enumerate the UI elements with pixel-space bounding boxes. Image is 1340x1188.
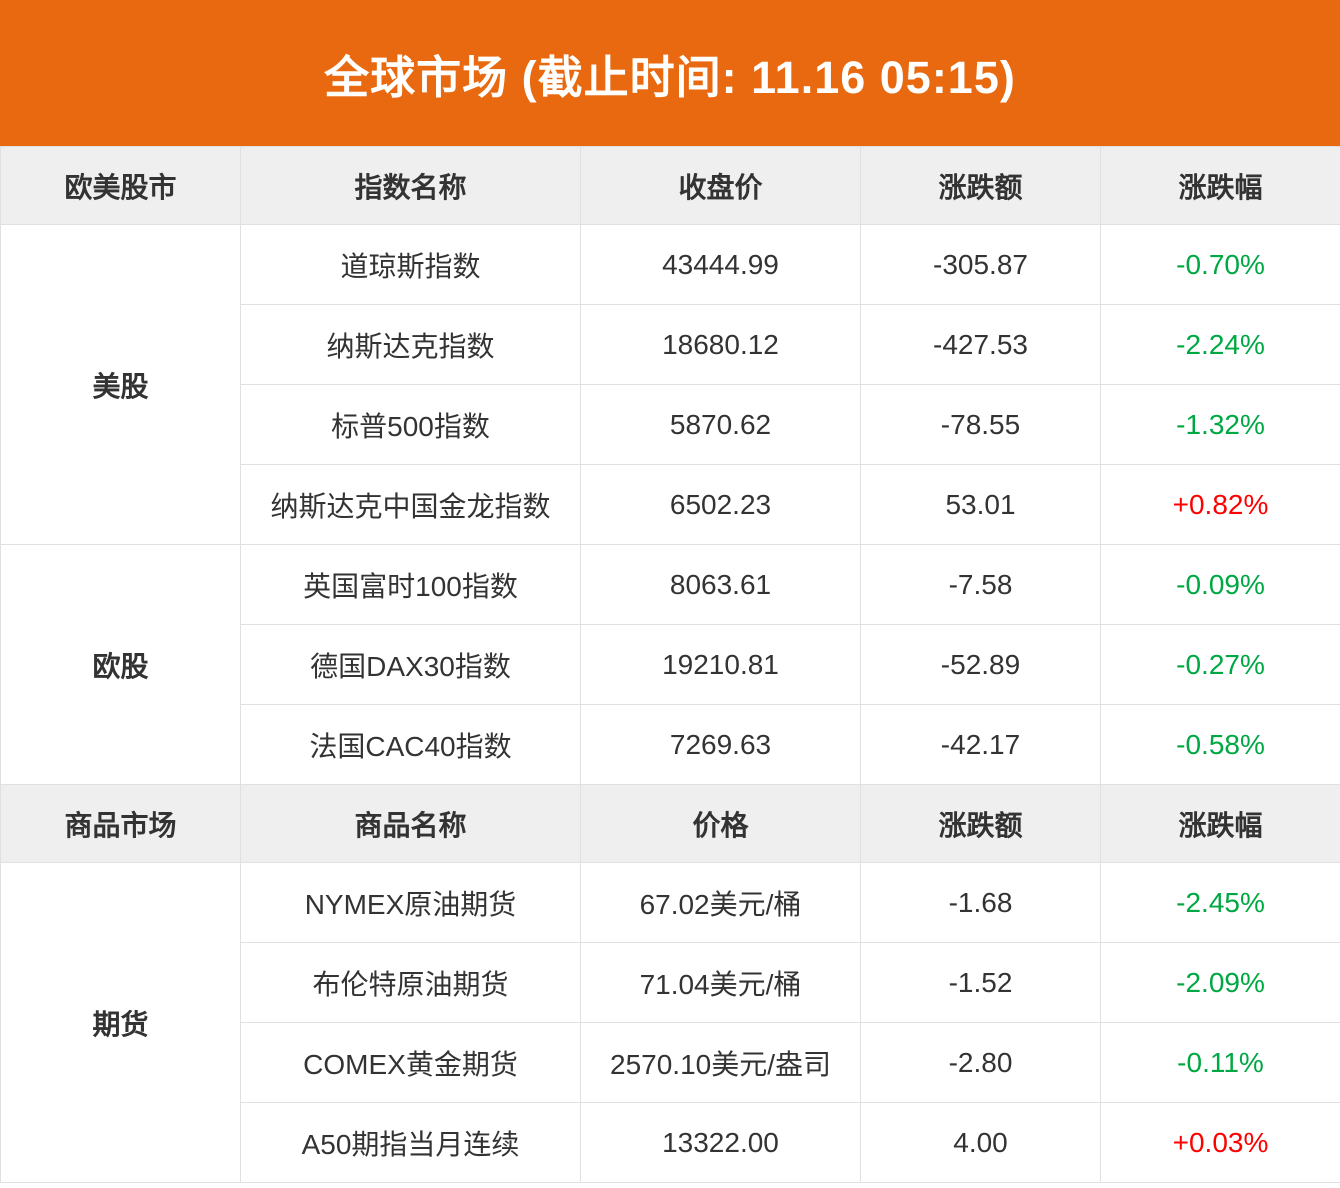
col-header-close-price: 收盘价 (580, 146, 861, 225)
col-header-commodity-category: 商品市场 (0, 784, 241, 863)
title-banner: 全球市场 (截止时间: 11.16 05:15) (0, 0, 1340, 146)
commodity-name: 布伦特原油期货 (240, 942, 581, 1023)
pct-value: -0.09% (1100, 544, 1340, 625)
pct-value: -2.24% (1100, 304, 1340, 385)
close-price: 5870.62 (580, 384, 861, 465)
commodity-name: A50期指当月连续 (240, 1102, 581, 1183)
close-price: 18680.12 (580, 304, 861, 385)
index-name: 法国CAC40指数 (240, 704, 581, 785)
pct-value: -0.58% (1100, 704, 1340, 785)
col-header-price: 价格 (580, 784, 861, 863)
col-header-index-name: 指数名称 (240, 146, 581, 225)
col-header-commodity-name: 商品名称 (240, 784, 581, 863)
table-row: 期货 NYMEX原油期货 67.02美元/桶 -1.68 -2.45% (0, 862, 1340, 1183)
index-name: 纳斯达克中国金龙指数 (240, 464, 581, 545)
commodity-price: 2570.10美元/盎司 (580, 1022, 861, 1103)
col-header-market-category: 欧美股市 (0, 146, 241, 225)
change-amount: -2.80 (860, 1022, 1101, 1103)
change-amount: -42.17 (860, 704, 1101, 785)
pct-value: +0.03% (1100, 1102, 1340, 1183)
pct-value: -2.45% (1100, 862, 1340, 943)
group-label-eu-stocks: 欧股 (0, 544, 241, 785)
pct-value: -2.09% (1100, 942, 1340, 1023)
change-amount: -427.53 (860, 304, 1101, 385)
pct-value: +0.82% (1100, 464, 1340, 545)
change-amount: 53.01 (860, 464, 1101, 545)
global-market-table: 欧美股市 指数名称 收盘价 涨跌额 涨跌幅 美股 道琼斯指数 43444.99 … (0, 146, 1340, 1183)
table-header-row-stocks: 欧美股市 指数名称 收盘价 涨跌额 涨跌幅 (0, 146, 1340, 225)
commodity-price: 71.04美元/桶 (580, 942, 861, 1023)
index-name: 英国富时100指数 (240, 544, 581, 625)
table-row: 美股 道琼斯指数 43444.99 -305.87 -0.70% (0, 224, 1340, 545)
commodity-name: NYMEX原油期货 (240, 862, 581, 943)
index-name: 德国DAX30指数 (240, 624, 581, 705)
col-header-change-pct: 涨跌幅 (1100, 146, 1340, 225)
pct-value: -0.11% (1100, 1022, 1340, 1103)
pct-value: -0.27% (1100, 624, 1340, 705)
change-amount: -305.87 (860, 224, 1101, 305)
change-amount: -7.58 (860, 544, 1101, 625)
close-price: 6502.23 (580, 464, 861, 545)
pct-value: -0.70% (1100, 224, 1340, 305)
close-price: 43444.99 (580, 224, 861, 305)
page-title: 全球市场 (截止时间: 11.16 05:15) (324, 51, 1016, 103)
col-header-change-pct: 涨跌幅 (1100, 784, 1340, 863)
col-header-change-amount: 涨跌额 (860, 146, 1101, 225)
commodity-name: COMEX黄金期货 (240, 1022, 581, 1103)
col-header-change-amount: 涨跌额 (860, 784, 1101, 863)
change-amount: -52.89 (860, 624, 1101, 705)
group-label-futures: 期货 (0, 862, 241, 1183)
change-amount: -1.68 (860, 862, 1101, 943)
commodity-price: 67.02美元/桶 (580, 862, 861, 943)
index-name: 标普500指数 (240, 384, 581, 465)
index-name: 纳斯达克指数 (240, 304, 581, 385)
table-row: 纳斯达克指数 18680.12 -427.53 -2.24% (0, 304, 1340, 385)
change-amount: 4.00 (860, 1102, 1101, 1183)
close-price: 19210.81 (580, 624, 861, 705)
commodity-price: 13322.00 (580, 1102, 861, 1183)
close-price: 8063.61 (580, 544, 861, 625)
index-name: 道琼斯指数 (240, 224, 581, 305)
table-row: 欧股 英国富时100指数 8063.61 -7.58 -0.09% (0, 544, 1340, 785)
change-amount: -78.55 (860, 384, 1101, 465)
change-amount: -1.52 (860, 942, 1101, 1023)
table-row: COMEX黄金期货 2570.10美元/盎司 -2.80 -0.11% (0, 1022, 1340, 1103)
close-price: 7269.63 (580, 704, 861, 785)
pct-value: -1.32% (1100, 384, 1340, 465)
table-header-row-commodities: 商品市场 商品名称 价格 涨跌额 涨跌幅 (0, 784, 1340, 863)
group-label-us-stocks: 美股 (0, 224, 241, 545)
